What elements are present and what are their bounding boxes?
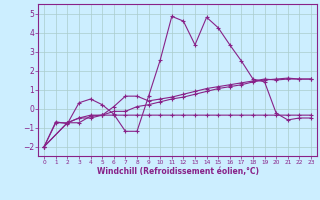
X-axis label: Windchill (Refroidissement éolien,°C): Windchill (Refroidissement éolien,°C) xyxy=(97,167,259,176)
